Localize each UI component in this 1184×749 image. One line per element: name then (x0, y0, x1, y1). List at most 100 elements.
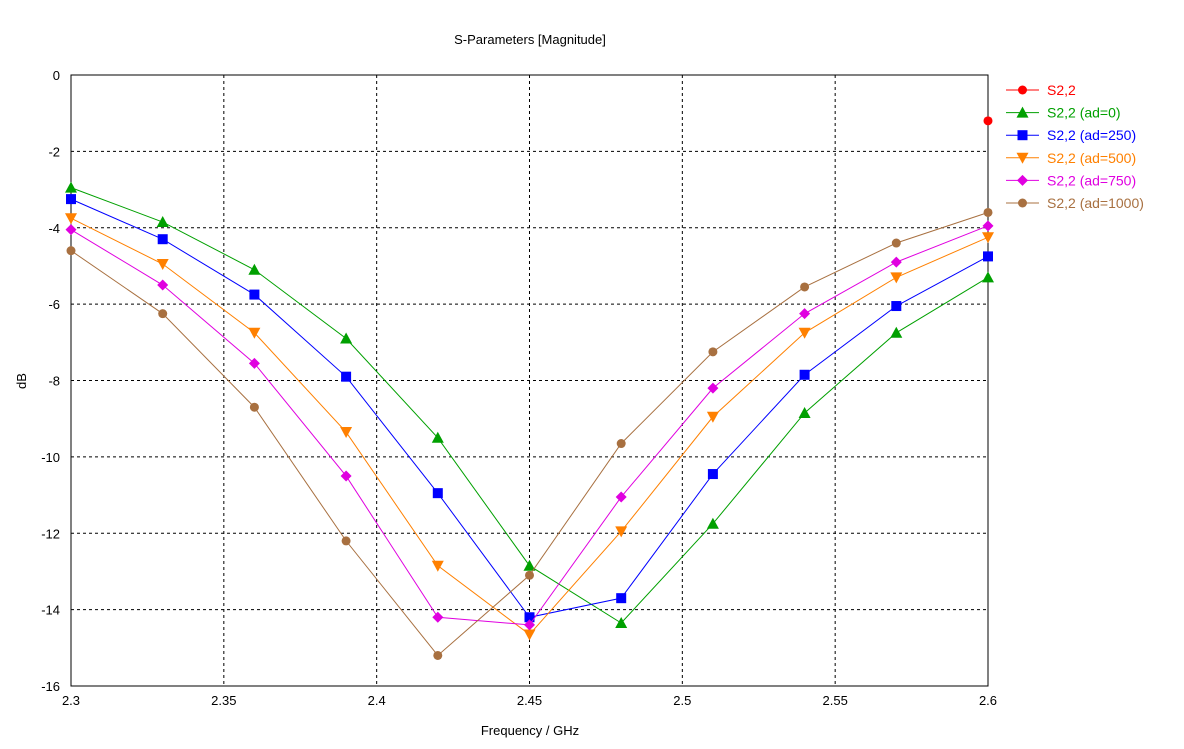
data-point (616, 593, 627, 604)
x-tick-label: 2.45 (517, 693, 542, 708)
y-tick-label: -6 (48, 297, 60, 312)
data-point (156, 259, 169, 271)
y-tick-label: -4 (48, 221, 60, 236)
legend-item: S2,2 (ad=500) (1006, 150, 1136, 166)
data-point (706, 517, 719, 529)
data-point (615, 491, 627, 503)
data-point (616, 439, 626, 449)
legend-item: S2,2 (1006, 82, 1076, 98)
data-point (432, 488, 443, 499)
data-point (432, 611, 444, 623)
y-tick-label: 0 (53, 68, 60, 83)
y-tick-label: -8 (48, 374, 60, 389)
data-point (983, 251, 993, 262)
data-point (249, 289, 260, 300)
data-point (523, 559, 536, 571)
series-5 (66, 207, 993, 660)
legend-label: S2,2 (ad=1000) (1047, 195, 1144, 211)
data-point (890, 272, 903, 284)
data-point (341, 371, 352, 382)
data-point (891, 238, 901, 248)
data-point (248, 357, 260, 369)
chart-title: S-Parameters [Magnitude] (454, 32, 606, 47)
y-tick-label: -12 (41, 526, 60, 541)
data-point (982, 271, 994, 283)
data-point (799, 369, 810, 380)
data-point (890, 256, 902, 268)
data-point (706, 411, 719, 423)
data-point (66, 194, 76, 205)
data-point (433, 650, 443, 660)
y-tick-label: -2 (48, 144, 60, 159)
series-1 (65, 181, 994, 628)
x-tick-label: 2.5 (673, 693, 691, 708)
data-point (340, 332, 353, 344)
x-axis-title: Frequency / GHz (481, 723, 579, 738)
grid-lines (71, 75, 988, 686)
data-point (798, 406, 811, 418)
data-point (707, 469, 718, 480)
x-tick-label: 2.6 (979, 693, 997, 708)
legend-label: S2,2 (ad=750) (1047, 172, 1136, 188)
data-point (523, 629, 536, 641)
plot-area-frame (70, 74, 989, 687)
data-point (249, 402, 259, 412)
data-point (615, 526, 628, 538)
axis-ticks: 2.3 2.35 2.4 2.45 2.5 2.55 2.6 0 -2 -4 -6 -8 -10 -12 -… (41, 68, 997, 708)
x-tick-label: 2.35 (211, 693, 236, 708)
data-point (65, 213, 77, 225)
y-tick-label: -10 (41, 450, 60, 465)
data-point (798, 327, 811, 339)
y-tick-label: -16 (41, 679, 60, 694)
data-point (157, 234, 168, 245)
legend-label: S2,2 (ad=500) (1047, 150, 1136, 166)
legend-label: S2,2 (1047, 82, 1076, 98)
data-point (431, 431, 444, 443)
data-point (340, 427, 353, 439)
data-point (158, 309, 168, 319)
x-tick-label: 2.55 (823, 693, 848, 708)
series-layer (65, 116, 994, 660)
legend-label: S2,2 (ad=250) (1047, 127, 1136, 143)
data-point (890, 326, 903, 338)
data-point (891, 301, 902, 312)
legend-marker (1018, 198, 1027, 208)
data-point (248, 327, 261, 339)
legend-marker (1016, 152, 1029, 164)
x-tick-label: 2.4 (368, 693, 386, 708)
legend-marker (1016, 106, 1029, 118)
legend-marker (1017, 174, 1028, 186)
data-point (524, 612, 535, 623)
series-3 (65, 213, 994, 641)
data-point (524, 619, 535, 631)
data-point (156, 216, 169, 228)
data-point (525, 570, 534, 580)
series-4 (65, 220, 994, 631)
data-point (248, 263, 261, 275)
series-2 (66, 194, 993, 623)
data-point (983, 207, 993, 217)
x-tick-label: 2.3 (62, 693, 80, 708)
legend-item: S2,2 (ad=0) (1006, 105, 1121, 121)
legend-marker (1018, 85, 1027, 95)
series-line (70, 212, 989, 657)
data-point (708, 347, 718, 357)
data-point (431, 560, 444, 572)
y-tick-label: -14 (41, 603, 60, 618)
legend-item: S2,2 (ad=750) (1006, 172, 1136, 188)
legend-item: S2,2 (ad=1000) (1006, 195, 1144, 211)
legend-item: S2,2 (ad=250) (1006, 127, 1136, 143)
data-point (982, 220, 994, 232)
data-point (983, 116, 993, 126)
legend-marker (1017, 130, 1028, 141)
data-point (982, 232, 994, 244)
data-point (707, 382, 719, 394)
data-point (66, 246, 76, 256)
data-point (340, 470, 352, 482)
data-point (800, 282, 810, 292)
data-point (65, 181, 77, 193)
data-point (157, 279, 169, 291)
legend-label: S2,2 (ad=0) (1047, 105, 1121, 121)
data-point (799, 308, 811, 320)
